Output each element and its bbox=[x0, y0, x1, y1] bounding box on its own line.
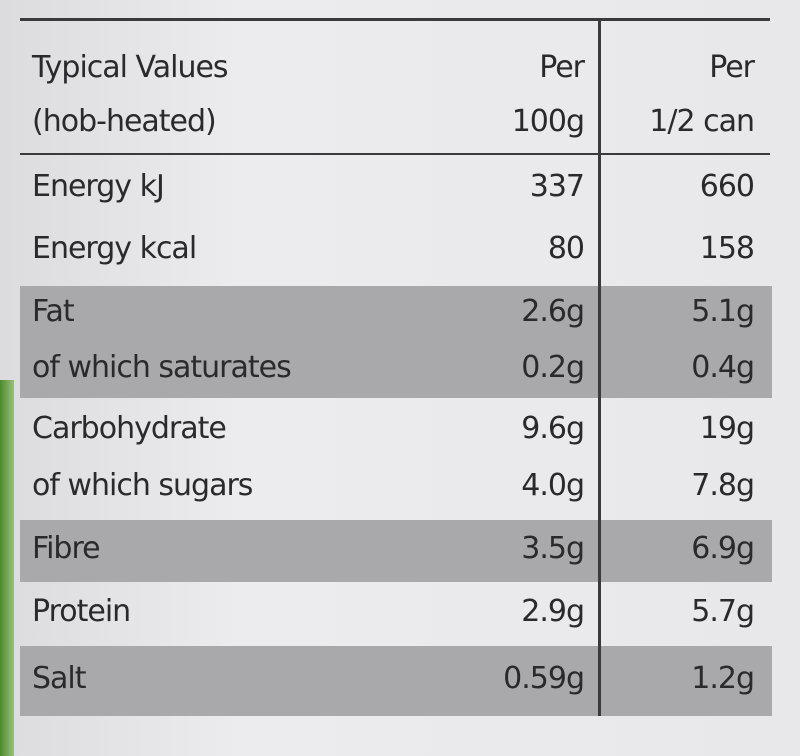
green-edge bbox=[0, 380, 14, 756]
per-100g-value: 3.5g bbox=[521, 531, 585, 566]
per-half-can-value: 19g bbox=[699, 410, 755, 446]
per-100g-value: 0.2g bbox=[521, 350, 585, 385]
nutrient-label: Protein bbox=[32, 594, 131, 629]
per-100g-value: 0.59g bbox=[503, 661, 585, 696]
table-top-rule bbox=[20, 18, 770, 21]
per-half-can-value: 1.2g bbox=[691, 661, 755, 696]
per-half-can-value: 7.8g bbox=[691, 467, 755, 503]
nutrient-label: Salt bbox=[32, 661, 87, 696]
header-typical-values: (hob-heated) bbox=[32, 104, 217, 139]
header-per-100g: Per bbox=[539, 50, 585, 85]
nutrient-label: Fibre bbox=[32, 531, 101, 566]
header-per-half-can: Per bbox=[709, 50, 755, 85]
nutrient-label: Energy kcal bbox=[32, 231, 197, 266]
per-half-can-value: 158 bbox=[699, 231, 755, 266]
column-divider bbox=[598, 20, 601, 716]
header-per-100g: 100g bbox=[511, 104, 585, 139]
shaded-band bbox=[20, 646, 772, 716]
shaded-band bbox=[20, 286, 772, 398]
per-100g-value: 9.6g bbox=[521, 410, 585, 446]
nutrient-label: of which saturates bbox=[32, 350, 292, 385]
per-100g-value: 337 bbox=[529, 169, 585, 204]
header-rule bbox=[20, 153, 770, 155]
per-half-can-value: 5.7g bbox=[691, 594, 755, 629]
per-100g-value: 2.9g bbox=[521, 594, 585, 629]
nutrient-label: of which sugars bbox=[32, 467, 253, 503]
shaded-band bbox=[20, 520, 772, 582]
nutrient-label: Carbohydrate bbox=[32, 410, 227, 446]
header-per-half-can: 1/2 can bbox=[649, 104, 755, 139]
per-100g-value: 2.6g bbox=[521, 294, 585, 329]
per-half-can-value: 660 bbox=[699, 169, 755, 204]
nutrient-label: Energy kJ bbox=[32, 169, 165, 204]
per-half-can-value: 6.9g bbox=[691, 531, 755, 566]
nutrient-label: Fat bbox=[32, 294, 75, 329]
per-100g-value: 4.0g bbox=[521, 467, 585, 503]
per-half-can-value: 5.1g bbox=[691, 294, 755, 329]
header-typical-values: Typical Values bbox=[32, 50, 229, 85]
per-100g-value: 80 bbox=[547, 231, 585, 266]
per-half-can-value: 0.4g bbox=[691, 350, 755, 385]
